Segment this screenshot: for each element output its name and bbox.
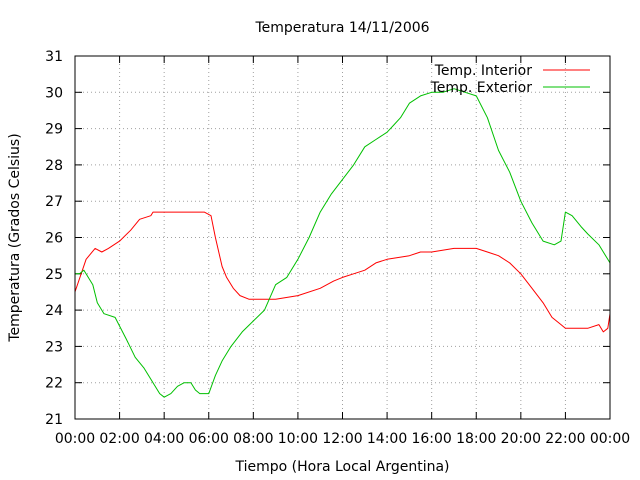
plot-frame	[74, 55, 611, 420]
x-tick-label: 16:00	[411, 431, 451, 447]
x-tick-label: 00:00	[55, 431, 95, 447]
chart-title: Temperatura 14/11/2006	[254, 20, 429, 36]
gridlines	[75, 56, 610, 419]
y-axis-ticks: 21 22 23 24 25 26 27 28 29 30 31	[45, 49, 610, 428]
x-axis-label: Tiempo (Hora Local Argentina)	[235, 459, 450, 475]
x-tick-label: 10:00	[278, 431, 318, 447]
y-tick-label: 21	[45, 412, 63, 428]
x-tick-label: 04:00	[144, 431, 184, 447]
series-lines	[74, 88, 611, 398]
x-axis-ticks: 00:00 02:00 04:00 06:00 08:00 10:00 12:00 14:00…	[55, 56, 630, 447]
y-tick-label: 24	[45, 303, 63, 319]
series-line-interior	[74, 211, 611, 333]
legend-label: Temp. Exterior	[430, 80, 533, 96]
y-tick-label: 26	[45, 231, 63, 247]
y-tick-label: 30	[45, 85, 63, 101]
y-tick-label: 22	[45, 376, 63, 392]
x-tick-label: 00:00	[590, 431, 630, 447]
y-tick-label: 25	[45, 267, 63, 283]
x-tick-label: 20:00	[501, 431, 541, 447]
y-tick-label: 23	[45, 339, 63, 355]
x-tick-label: 06:00	[189, 431, 229, 447]
y-tick-label: 29	[45, 122, 63, 138]
x-tick-label: 08:00	[233, 431, 273, 447]
x-tick-label: 12:00	[322, 431, 362, 447]
y-tick-label: 31	[45, 49, 63, 65]
y-tick-label: 27	[45, 194, 63, 210]
x-tick-label: 02:00	[99, 431, 139, 447]
y-tick-label: 28	[45, 158, 63, 174]
legend-label: Temp. Interior	[434, 63, 533, 79]
series-line-exterior	[75, 88, 611, 398]
x-tick-label: 18:00	[456, 431, 496, 447]
x-tick-label: 22:00	[545, 431, 585, 447]
y-axis-label: Temperatura (Grados Celsius)	[7, 133, 23, 342]
x-tick-label: 14:00	[367, 431, 407, 447]
